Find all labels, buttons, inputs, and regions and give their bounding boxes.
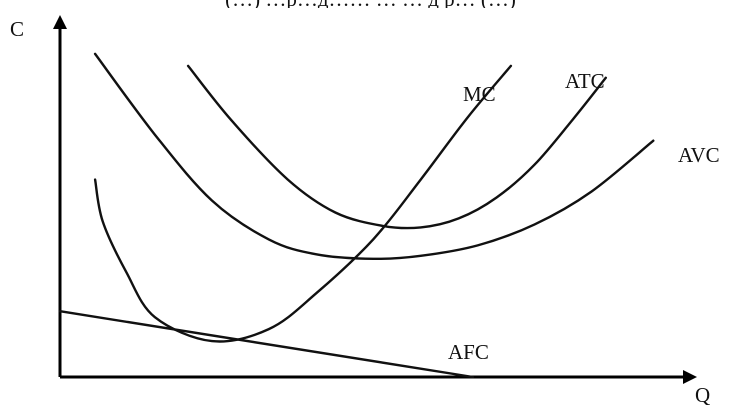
y-axis-label: C [10, 17, 24, 41]
atc-curve [186, 64, 607, 230]
afc-curve [58, 310, 475, 379]
mc-curve-label: MC [463, 82, 496, 106]
page-caption-fragment: (…) …р…д…… … … д р… (…) [0, 0, 741, 8]
avc-curve [93, 52, 655, 261]
mc-curve [93, 64, 513, 343]
atc-curve-label: ATC [565, 69, 605, 93]
x-axis-label: Q [695, 383, 710, 405]
afc-curve-label: AFC [448, 340, 489, 364]
avc-curve-label: AVC [678, 143, 720, 167]
